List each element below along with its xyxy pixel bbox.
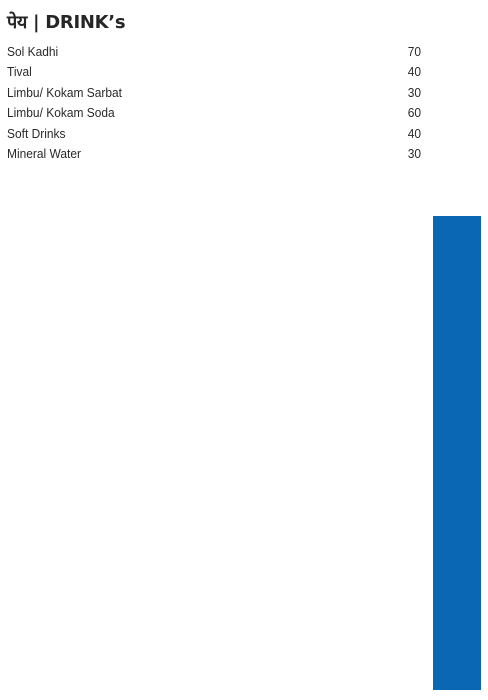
accent-bar xyxy=(433,216,481,690)
menu-item: Limbu/ Kokam Sarbat 30 xyxy=(7,83,421,103)
menu-item: Tival 40 xyxy=(7,62,421,82)
menu-item-name: Soft Drinks xyxy=(7,125,66,141)
menu-item-price: 30 xyxy=(407,84,421,100)
menu-item: Sol Kadhi 70 xyxy=(7,42,421,62)
menu-item-name: Mineral Water xyxy=(7,145,82,161)
menu-list: Sol Kadhi 70 Tival 40 Limbu/ Kokam Sarba… xyxy=(7,42,421,164)
menu-item: Limbu/ Kokam Soda 60 xyxy=(7,103,421,123)
menu-item-price: 40 xyxy=(407,125,421,141)
menu-item-price: 60 xyxy=(407,105,421,121)
menu-item-name: Limbu/ Kokam Soda xyxy=(7,105,115,121)
menu-item: Soft Drinks 40 xyxy=(7,124,421,144)
menu-item-price: 40 xyxy=(407,64,421,80)
menu-item-price: 70 xyxy=(407,44,421,59)
section-title: पेय | DRINK’s xyxy=(7,12,126,33)
menu-item-price: 30 xyxy=(407,145,421,161)
menu-item-name: Tival xyxy=(7,64,32,80)
menu-item: Mineral Water 30 xyxy=(7,144,421,164)
menu-item-name: Sol Kadhi xyxy=(7,44,59,59)
menu-item-name: Limbu/ Kokam Sarbat xyxy=(7,84,123,100)
